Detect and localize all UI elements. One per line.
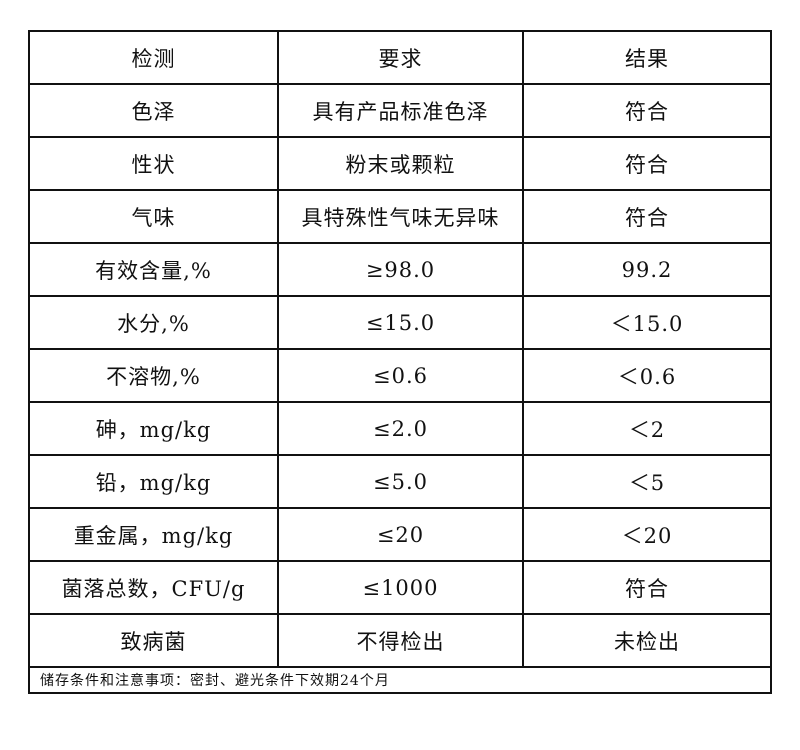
cell-result: 符合 (522, 189, 772, 244)
cell-requirement: 具特殊性气味无异味 (277, 189, 524, 244)
cell-result: 符合 (522, 83, 772, 138)
cell-item: 色泽 (28, 83, 279, 138)
table-row: 菌落总数，CFU/g ≤1000 符合 (28, 560, 772, 615)
cell-requirement: ≤20 (277, 507, 524, 562)
cell-item: 铅，mg/kg (28, 454, 279, 509)
cell-item: 水分,% (28, 295, 279, 350)
cell-item: 气味 (28, 189, 279, 244)
inspection-table: 检测 要求 结果 色泽 具有产品标准色泽 符合 性状 粉末或颗粒 符合 气味 具特殊性气味无异… (28, 30, 772, 694)
table-row: 性状 粉末或颗粒 符合 (28, 136, 772, 191)
table-row: 气味 具特殊性气味无异味 符合 (28, 189, 772, 244)
cell-result: 符合 (522, 560, 772, 615)
table-row: 有效含量,% ≥98.0 99.2 (28, 242, 772, 297)
cell-requirement: 具有产品标准色泽 (277, 83, 524, 138)
cell-result: ＜0.6 (522, 348, 772, 403)
header-item: 检测 (28, 30, 279, 85)
header-row: 检测 要求 结果 (28, 30, 772, 85)
table-row: 致病菌 不得检出 未检出 (28, 613, 772, 668)
cell-result: ＜2 (522, 401, 772, 456)
cell-item: 菌落总数，CFU/g (28, 560, 279, 615)
cell-requirement: ≤0.6 (277, 348, 524, 403)
header-requirement: 要求 (277, 30, 524, 85)
cell-result: ＜5 (522, 454, 772, 509)
storage-note: 储存条件和注意事项：密封、避光条件下效期24个月 (28, 666, 772, 694)
cell-requirement: ≤5.0 (277, 454, 524, 509)
cell-item: 不溶物,% (28, 348, 279, 403)
cell-requirement: ≤15.0 (277, 295, 524, 350)
table-row: 色泽 具有产品标准色泽 符合 (28, 83, 772, 138)
cell-item: 有效含量,% (28, 242, 279, 297)
cell-requirement: ≤2.0 (277, 401, 524, 456)
footer-row: 储存条件和注意事项：密封、避光条件下效期24个月 (28, 666, 772, 694)
cell-result: ＜15.0 (522, 295, 772, 350)
cell-result: 99.2 (522, 242, 772, 297)
cell-result: 符合 (522, 136, 772, 191)
table-row: 砷，mg/kg ≤2.0 ＜2 (28, 401, 772, 456)
cell-requirement: 粉末或颗粒 (277, 136, 524, 191)
cell-requirement: 不得检出 (277, 613, 524, 668)
table-row: 不溶物,% ≤0.6 ＜0.6 (28, 348, 772, 403)
cell-requirement: ≥98.0 (277, 242, 524, 297)
cell-result: ＜20 (522, 507, 772, 562)
cell-result: 未检出 (522, 613, 772, 668)
cell-item: 重金属，mg/kg (28, 507, 279, 562)
cell-item: 性状 (28, 136, 279, 191)
cell-item: 致病菌 (28, 613, 279, 668)
table-row: 铅，mg/kg ≤5.0 ＜5 (28, 454, 772, 509)
table-row: 重金属，mg/kg ≤20 ＜20 (28, 507, 772, 562)
cell-item: 砷，mg/kg (28, 401, 279, 456)
table-row: 水分,% ≤15.0 ＜15.0 (28, 295, 772, 350)
cell-requirement: ≤1000 (277, 560, 524, 615)
header-result: 结果 (522, 30, 772, 85)
